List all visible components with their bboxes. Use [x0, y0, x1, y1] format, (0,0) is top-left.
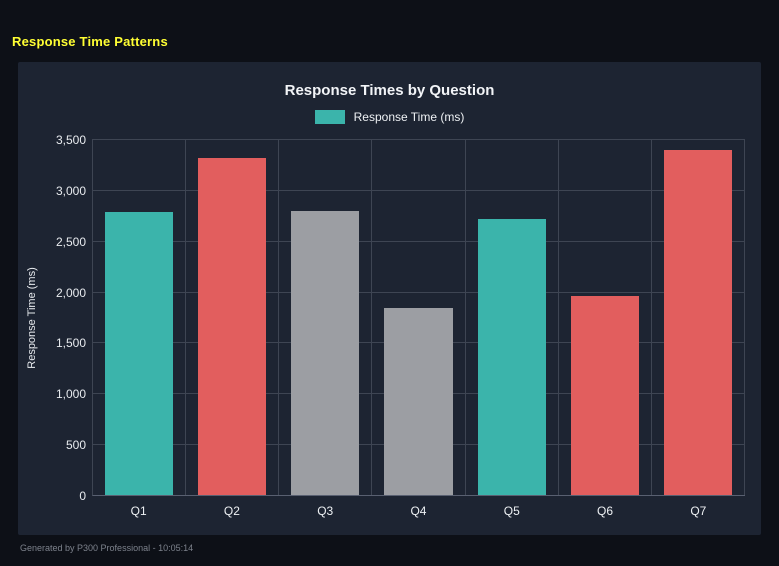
x-tick-label-q5: Q5 [503, 504, 520, 518]
y-tick-label: 3,500 [55, 133, 86, 147]
category-column-q6 [559, 140, 652, 495]
bar-q1[interactable] [104, 212, 174, 495]
x-axis-labels: Q1 Q2 Q3 Q4 Q5 Q6 Q7 [92, 504, 745, 518]
category-column-q2 [186, 140, 280, 495]
y-tick-label: 2,500 [55, 234, 86, 249]
x-tick-label-q1: Q1 [130, 504, 147, 518]
category-column-q1 [93, 140, 187, 495]
y-tick-label: 2,000 [55, 285, 86, 300]
category-column-q3 [279, 140, 373, 495]
bar-q2[interactable] [198, 158, 267, 495]
y-tick-label: 1,000 [55, 387, 86, 402]
category-column-q7 [652, 140, 745, 495]
y-tick-label: 0 [79, 489, 86, 503]
x-tick-label-q6: Q6 [597, 504, 614, 518]
gridline [92, 189, 745, 191]
gridline [92, 291, 745, 293]
category-column-q4 [372, 140, 466, 495]
y-tick-label: 500 [65, 438, 86, 453]
chart-panel: Response Times by Question Response Time… [18, 62, 761, 535]
bar-q3[interactable] [291, 211, 360, 495]
chart-title: Response Times by Question [284, 82, 495, 99]
bar-q7[interactable] [663, 150, 732, 495]
x-tick-label-q2: Q2 [223, 504, 240, 518]
bar-q5[interactable] [477, 219, 546, 495]
y-tick-label: 3,000 [55, 183, 86, 198]
y-axis-ticks: 0 500 1,000 1,500 2,000 2,500 3,000 3,500 [44, 133, 86, 503]
legend-label: Response Time (ms) [353, 110, 465, 124]
gridline [92, 240, 745, 242]
gridline [92, 139, 745, 140]
chart-legend[interactable]: Response Time (ms) [18, 110, 761, 124]
x-tick-label-q4: Q4 [410, 504, 427, 518]
legend-swatch-icon [314, 110, 345, 124]
page-title: Response Time Patterns [12, 34, 168, 49]
bar-q6[interactable] [570, 296, 639, 495]
footer-text: Generated by P300 Professional - 10:05:1… [20, 543, 194, 553]
x-tick-label-q7: Q7 [690, 504, 707, 518]
bar-q4[interactable] [384, 308, 453, 495]
bar-columns [92, 140, 745, 496]
y-tick-label: 1,500 [55, 336, 86, 351]
plot-area [92, 139, 745, 496]
category-column-q5 [466, 140, 559, 495]
x-tick-label-q3: Q3 [317, 504, 334, 518]
y-axis-title: Response Time (ms) [26, 267, 38, 369]
